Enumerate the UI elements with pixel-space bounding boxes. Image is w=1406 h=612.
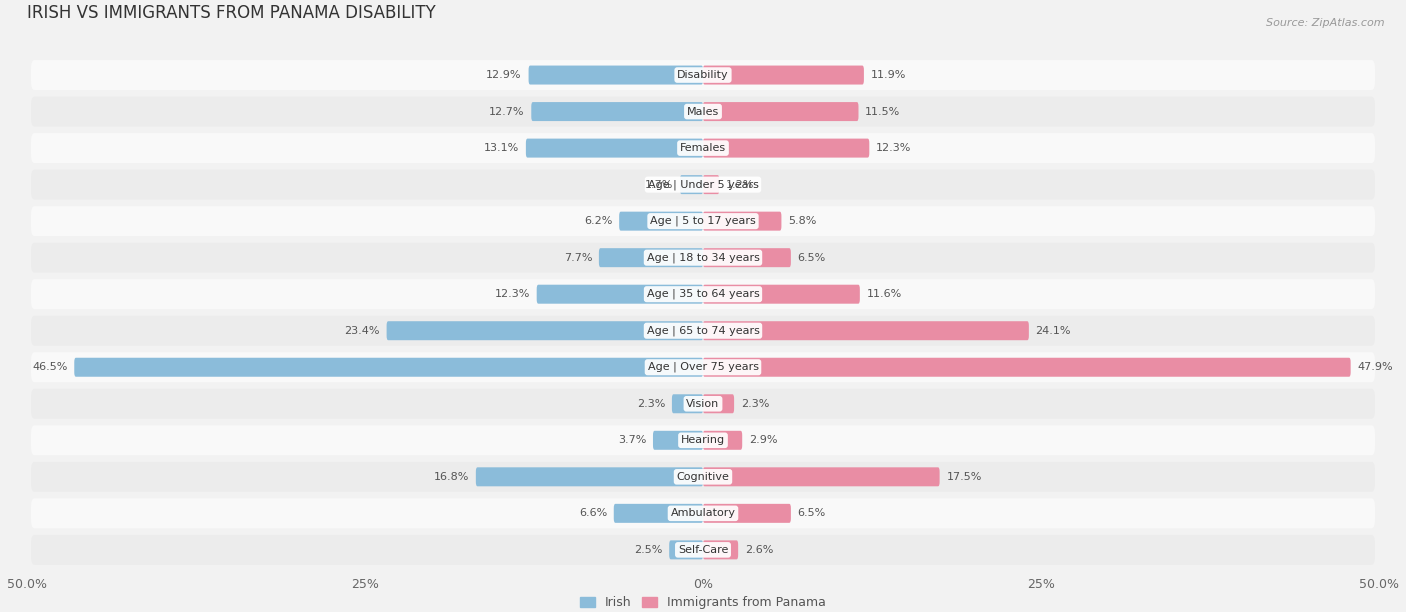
- Text: 11.6%: 11.6%: [866, 289, 901, 299]
- Text: Age | 18 to 34 years: Age | 18 to 34 years: [647, 252, 759, 263]
- Text: 2.3%: 2.3%: [637, 399, 665, 409]
- Text: 12.7%: 12.7%: [489, 106, 524, 116]
- FancyBboxPatch shape: [703, 468, 939, 487]
- FancyBboxPatch shape: [31, 243, 1375, 272]
- FancyBboxPatch shape: [619, 212, 703, 231]
- Text: Males: Males: [688, 106, 718, 116]
- Text: 16.8%: 16.8%: [433, 472, 470, 482]
- FancyBboxPatch shape: [703, 540, 738, 559]
- FancyBboxPatch shape: [703, 285, 860, 304]
- FancyBboxPatch shape: [669, 540, 703, 559]
- Text: 6.6%: 6.6%: [579, 509, 607, 518]
- FancyBboxPatch shape: [703, 394, 734, 413]
- Text: 13.1%: 13.1%: [484, 143, 519, 153]
- Text: Ambulatory: Ambulatory: [671, 509, 735, 518]
- Text: Age | Over 75 years: Age | Over 75 years: [648, 362, 758, 373]
- Text: Source: ZipAtlas.com: Source: ZipAtlas.com: [1267, 18, 1385, 28]
- Text: 1.7%: 1.7%: [645, 179, 673, 190]
- FancyBboxPatch shape: [529, 65, 703, 84]
- Text: Disability: Disability: [678, 70, 728, 80]
- Text: Self-Care: Self-Care: [678, 545, 728, 555]
- Text: 6.2%: 6.2%: [583, 216, 613, 226]
- Text: 23.4%: 23.4%: [344, 326, 380, 336]
- FancyBboxPatch shape: [614, 504, 703, 523]
- Text: 2.9%: 2.9%: [749, 435, 778, 446]
- FancyBboxPatch shape: [703, 321, 1029, 340]
- Text: Vision: Vision: [686, 399, 720, 409]
- FancyBboxPatch shape: [31, 60, 1375, 90]
- FancyBboxPatch shape: [387, 321, 703, 340]
- Text: IRISH VS IMMIGRANTS FROM PANAMA DISABILITY: IRISH VS IMMIGRANTS FROM PANAMA DISABILI…: [27, 4, 436, 22]
- FancyBboxPatch shape: [31, 535, 1375, 565]
- Text: Age | 35 to 64 years: Age | 35 to 64 years: [647, 289, 759, 299]
- Text: 11.9%: 11.9%: [870, 70, 905, 80]
- FancyBboxPatch shape: [526, 138, 703, 158]
- Text: 6.5%: 6.5%: [797, 509, 825, 518]
- FancyBboxPatch shape: [703, 138, 869, 158]
- FancyBboxPatch shape: [703, 65, 863, 84]
- Text: 3.7%: 3.7%: [617, 435, 647, 446]
- Text: Age | 65 to 74 years: Age | 65 to 74 years: [647, 326, 759, 336]
- Text: 12.9%: 12.9%: [486, 70, 522, 80]
- Text: Age | Under 5 years: Age | Under 5 years: [648, 179, 758, 190]
- FancyBboxPatch shape: [475, 468, 703, 487]
- FancyBboxPatch shape: [531, 102, 703, 121]
- Text: 2.3%: 2.3%: [741, 399, 769, 409]
- FancyBboxPatch shape: [31, 389, 1375, 419]
- Text: 6.5%: 6.5%: [797, 253, 825, 263]
- FancyBboxPatch shape: [31, 425, 1375, 455]
- FancyBboxPatch shape: [31, 353, 1375, 382]
- Text: Females: Females: [681, 143, 725, 153]
- Text: 17.5%: 17.5%: [946, 472, 981, 482]
- FancyBboxPatch shape: [537, 285, 703, 304]
- FancyBboxPatch shape: [681, 175, 703, 194]
- Legend: Irish, Immigrants from Panama: Irish, Immigrants from Panama: [581, 596, 825, 609]
- Text: 5.8%: 5.8%: [789, 216, 817, 226]
- Text: 7.7%: 7.7%: [564, 253, 592, 263]
- Text: 11.5%: 11.5%: [865, 106, 900, 116]
- FancyBboxPatch shape: [31, 133, 1375, 163]
- Text: 2.6%: 2.6%: [745, 545, 773, 555]
- FancyBboxPatch shape: [703, 358, 1351, 377]
- Text: 47.9%: 47.9%: [1357, 362, 1393, 372]
- FancyBboxPatch shape: [31, 170, 1375, 200]
- Text: 2.5%: 2.5%: [634, 545, 662, 555]
- FancyBboxPatch shape: [703, 102, 859, 121]
- FancyBboxPatch shape: [31, 462, 1375, 492]
- FancyBboxPatch shape: [599, 248, 703, 267]
- FancyBboxPatch shape: [31, 206, 1375, 236]
- FancyBboxPatch shape: [703, 431, 742, 450]
- Text: Age | 5 to 17 years: Age | 5 to 17 years: [650, 216, 756, 226]
- FancyBboxPatch shape: [703, 212, 782, 231]
- Text: Hearing: Hearing: [681, 435, 725, 446]
- FancyBboxPatch shape: [672, 394, 703, 413]
- FancyBboxPatch shape: [703, 504, 792, 523]
- Text: 12.3%: 12.3%: [876, 143, 911, 153]
- FancyBboxPatch shape: [31, 279, 1375, 309]
- Text: 46.5%: 46.5%: [32, 362, 67, 372]
- FancyBboxPatch shape: [75, 358, 703, 377]
- Text: 12.3%: 12.3%: [495, 289, 530, 299]
- FancyBboxPatch shape: [652, 431, 703, 450]
- FancyBboxPatch shape: [31, 316, 1375, 346]
- Text: Cognitive: Cognitive: [676, 472, 730, 482]
- FancyBboxPatch shape: [703, 248, 792, 267]
- FancyBboxPatch shape: [31, 498, 1375, 528]
- FancyBboxPatch shape: [31, 97, 1375, 127]
- Text: 1.2%: 1.2%: [725, 179, 755, 190]
- Text: 24.1%: 24.1%: [1036, 326, 1071, 336]
- FancyBboxPatch shape: [703, 175, 720, 194]
